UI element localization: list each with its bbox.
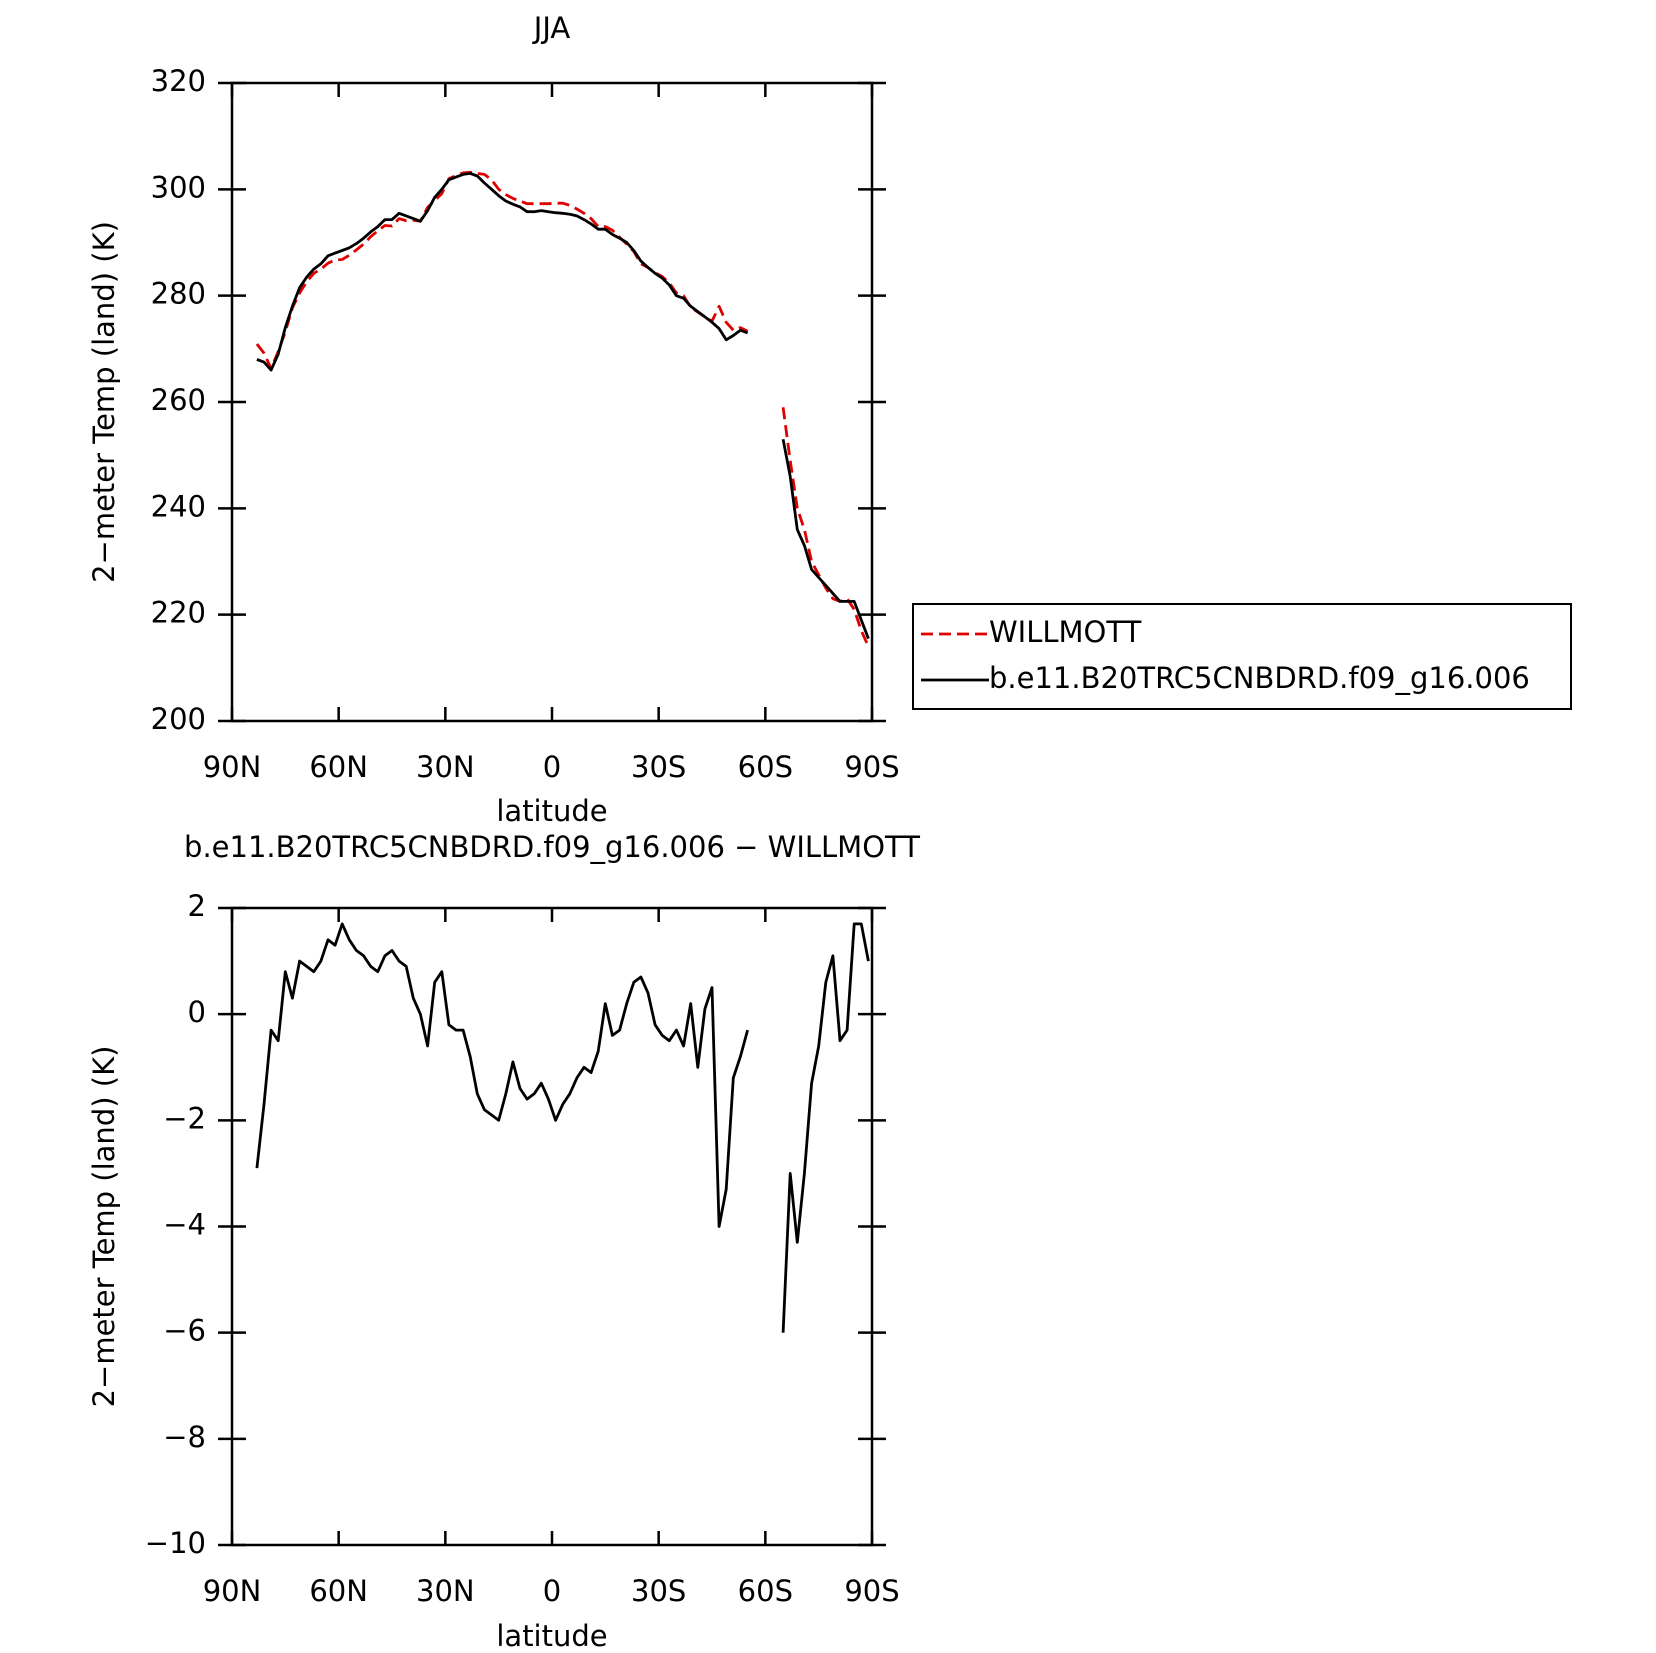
y-tick-label: 320 [151, 64, 206, 98]
x-tick-label: 90S [844, 750, 899, 784]
legend-label: b.e11.B20TRC5CNBDRD.f09_g16.006 [989, 661, 1530, 695]
y-axis-label: 2−meter Temp (land) (K) [87, 1046, 121, 1408]
chart-title: b.e11.B20TRC5CNBDRD.f09_g16.006 − WILLMO… [184, 830, 920, 864]
y-tick-label: 0 [188, 995, 206, 1029]
y-tick-label: 2 [188, 889, 206, 923]
x-tick-label: 30S [631, 1574, 686, 1608]
plot-frame [230, 81, 874, 723]
y-tick-label: −10 [145, 1526, 206, 1560]
data-line [256, 172, 870, 640]
x-tick-label: 90S [844, 1574, 899, 1608]
legend-box [912, 603, 1572, 710]
y-tick-label: −8 [163, 1420, 206, 1454]
y-tick-label: 260 [151, 383, 206, 417]
plot-frame [230, 906, 874, 1547]
y-axis-label: 2−meter Temp (land) (K) [87, 221, 121, 583]
x-tick-label: 30S [631, 750, 686, 784]
x-tick-label: 90N [203, 750, 262, 784]
y-tick-label: 220 [151, 596, 206, 630]
y-tick-label: 200 [151, 702, 206, 736]
data-line [255, 170, 870, 648]
data-line [255, 922, 870, 1333]
x-axis-label: latitude [496, 794, 607, 828]
y-tick-label: 280 [151, 277, 206, 311]
x-tick-label: 60S [738, 750, 793, 784]
x-tick-label: 90N [203, 1574, 262, 1608]
y-tick-label: 300 [151, 170, 206, 204]
y-tick-label: −2 [163, 1101, 206, 1135]
y-tick-label: −6 [163, 1314, 206, 1348]
x-tick-label: 0 [543, 750, 561, 784]
x-tick-label: 30N [416, 750, 475, 784]
x-tick-label: 60S [738, 1574, 793, 1608]
x-tick-label: 60N [309, 1574, 368, 1608]
y-tick-label: 240 [151, 489, 206, 523]
legend-label: WILLMOTT [989, 615, 1142, 649]
chart-title: JJA [532, 11, 571, 45]
x-tick-label: 0 [543, 1574, 561, 1608]
x-axis-label: latitude [496, 1619, 607, 1653]
x-tick-label: 60N [309, 750, 368, 784]
x-tick-label: 30N [416, 1574, 475, 1608]
y-tick-label: −4 [163, 1208, 206, 1242]
